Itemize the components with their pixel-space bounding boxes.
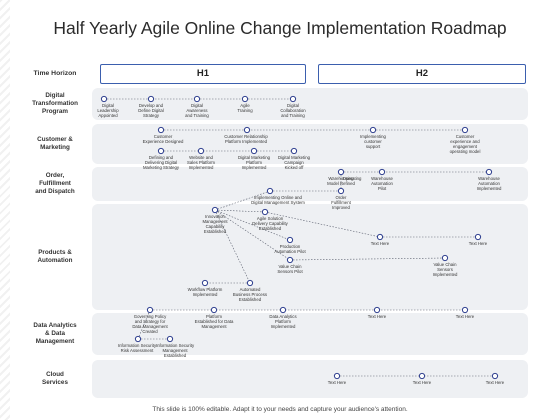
milestone-label: Text Here [455, 314, 475, 319]
dot [157, 147, 165, 155]
milestone-label: Warehousing Model Refined [327, 176, 355, 187]
milestone-label: Digital Leadership Appointed [97, 103, 119, 119]
milestone-label: Value Chain Sensors Pilot [277, 264, 303, 275]
page-title: Half Yearly Agile Online Change Implemen… [53, 18, 507, 38]
milestone-label: Defining and Delivering Digital Marketin… [142, 155, 180, 171]
dot [193, 95, 201, 103]
dot [286, 236, 294, 244]
dot [147, 95, 155, 103]
milestone-label: Workflow Platform Implemented [187, 287, 223, 298]
dot [166, 335, 174, 343]
dot [290, 147, 298, 155]
milestone-label: Text Here [367, 314, 387, 319]
dot [441, 254, 449, 262]
dot [461, 306, 469, 314]
milestone-label: Text Here [370, 241, 390, 246]
milestone-label: Automated Business Process Established [232, 287, 268, 303]
row-label-customer: Customer & Marketing [37, 136, 73, 151]
milestone-label: Innovation Management Capability Establi… [202, 214, 228, 235]
milestone-label: Digital Marketing Campaign Kicked off [277, 155, 310, 171]
milestone-label: Text Here [327, 380, 347, 385]
row-band-digital [92, 88, 528, 120]
milestone-label: Implementing customer support [360, 134, 386, 150]
milestone-label: Production Automation Pilot [274, 244, 306, 255]
dot [197, 147, 205, 155]
dot [369, 126, 377, 134]
dot [286, 256, 294, 264]
h1-header: H1 [100, 64, 306, 84]
milestone-label: Implementing Online and Digital Manageme… [251, 195, 305, 206]
milestone-label: Information Security Risk Assessment [117, 343, 157, 354]
dot [250, 147, 258, 155]
milestone-label: Information Security Management Establis… [155, 343, 195, 359]
milestone-dots [100, 95, 499, 380]
milestone-label: Customer Experience Designed [142, 134, 184, 145]
row-band-order [92, 167, 528, 201]
dot [243, 126, 251, 134]
footer-note: This slide is 100% editable. Adapt it to… [152, 406, 408, 413]
row-band-customer [92, 124, 528, 164]
milestone-label: Warehouse Automation Pilot [371, 176, 393, 192]
dot [211, 206, 219, 214]
milestone-label: Agile Solution Delivery Capability Estab… [252, 216, 288, 232]
milestone-label: Platform Established for Data Management [194, 314, 234, 330]
dot [210, 306, 218, 314]
milestone-label: Text Here [412, 380, 432, 385]
row-label-data: Data Analytics & Data Management [33, 322, 77, 345]
milestone-label: Customer Relationship Platform Implement… [224, 134, 268, 145]
dot [376, 233, 384, 241]
dot [337, 168, 345, 176]
dot [378, 168, 386, 176]
milestone-label: Order Fulfillment Improved [331, 195, 351, 211]
milestone-label: Develop and Define Digital Strategy [138, 103, 164, 119]
milestone-label: Digital Marketing Platform Implemented [237, 155, 270, 171]
milestone-label: Digital Collaboration and Training [280, 103, 306, 119]
milestone-label: Agile Training [237, 103, 253, 114]
row-label-digital: Digital Transformation Program [32, 92, 78, 115]
dot [373, 306, 381, 314]
dot [337, 187, 345, 195]
row-band-data [92, 313, 528, 355]
milestone-label: Warehouse Automation Implemented [476, 176, 502, 192]
dot [279, 306, 287, 314]
milestone-label: Digital Awareness and Training [185, 103, 209, 119]
milestone-label: Governing Policy and Strategy for Data M… [132, 314, 168, 335]
milestone-label: Data Analytics Platform Implemented [269, 314, 297, 330]
dot [289, 95, 297, 103]
dot [266, 187, 274, 195]
row-label-products: Products & Automation [37, 249, 73, 264]
row-label-order: Order, Fulfillment and Dispatch [35, 172, 75, 195]
milestone-label: Customer experience and engagement opera… [449, 134, 481, 155]
dot [485, 168, 493, 176]
dot [246, 279, 254, 287]
dot [241, 95, 249, 103]
dot [201, 279, 209, 287]
milestone-label: Text Here [468, 241, 488, 246]
milestone-label: Operating [342, 176, 362, 181]
dot [474, 233, 482, 241]
dot [134, 335, 142, 343]
dot [333, 372, 341, 380]
dot [461, 126, 469, 134]
row-band-cloud [92, 360, 528, 398]
dot [491, 372, 499, 380]
dot [146, 306, 154, 314]
row-label-cloud: Cloud Services [42, 371, 68, 386]
dot [157, 126, 165, 134]
dot [100, 95, 108, 103]
h2-header: H2 [318, 64, 526, 84]
time-horizon-label: Time Horizon [33, 69, 77, 77]
milestone-label: Text Here [485, 380, 505, 385]
dot [418, 372, 426, 380]
dot [261, 208, 269, 216]
milestone-label: Value Chain Sensors Implemented [432, 262, 458, 278]
decorative-stripe [0, 0, 10, 420]
milestone-label: Website and Sales Platform Implemented [187, 155, 215, 171]
